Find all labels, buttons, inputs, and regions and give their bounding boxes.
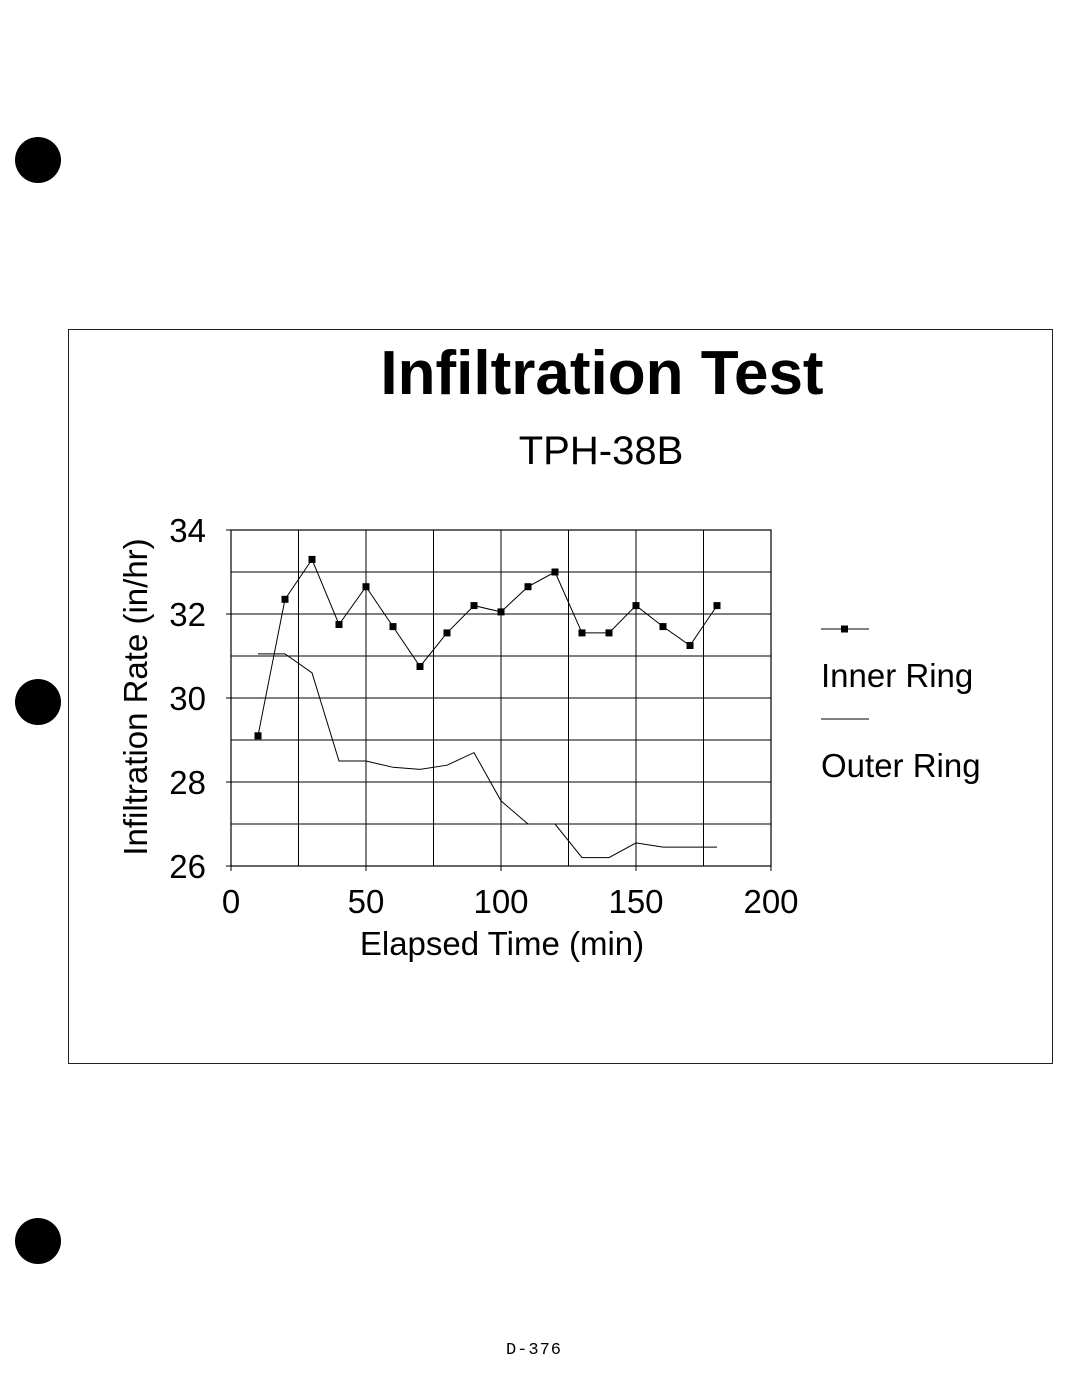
chart-title: Infiltration Test	[380, 339, 823, 408]
binder-hole-bottom	[15, 1218, 61, 1264]
series	[254, 555, 721, 859]
x-axis-label: Elapsed Time (min)	[360, 925, 644, 962]
x-tick-label: 150	[608, 883, 663, 920]
legend-inner-ring-label: Inner Ring	[821, 657, 973, 694]
data-point-inner-ring	[497, 608, 505, 616]
data-point-inner-ring	[281, 595, 289, 603]
x-tick-label: 100	[473, 883, 528, 920]
data-point-inner-ring	[551, 568, 559, 576]
series-line-inner-ring	[257, 558, 718, 736]
data-point-inner-ring	[524, 583, 532, 591]
legend: Inner Ring Outer Ring	[821, 625, 981, 784]
data-point-inner-ring	[659, 623, 667, 631]
data-point-inner-ring	[713, 602, 721, 610]
y-tick-label: 26	[169, 848, 206, 885]
data-point-inner-ring	[416, 663, 424, 670]
legend-outer-ring-label: Outer Ring	[821, 747, 981, 784]
legend-inner-ring-marker	[841, 625, 848, 633]
chart-svg: Infiltration Test TPH-38B 0 50 100 150 200 26…	[117, 339, 981, 962]
data-point-inner-ring	[470, 602, 478, 610]
data-point-inner-ring	[389, 623, 397, 631]
axes: 0 50 100 150 200 26 28 30 32 34	[169, 512, 798, 920]
y-tick-label: 34	[169, 512, 206, 549]
data-point-inner-ring	[578, 629, 586, 637]
series-line-outer-ring	[258, 653, 717, 859]
y-axis-label: Infiltration Rate (in/hr)	[117, 538, 154, 855]
x-tick-label: 0	[222, 883, 240, 920]
data-point-inner-ring	[308, 555, 316, 563]
data-point-inner-ring	[335, 621, 343, 628]
data-point-inner-ring	[605, 629, 613, 637]
data-point-inner-ring	[362, 583, 370, 591]
y-tick-label: 28	[169, 764, 206, 801]
data-point-inner-ring	[443, 629, 451, 637]
y-tick-label: 32	[169, 596, 206, 633]
chart-frame: Infiltration Test TPH-38B 0 50 100 150 200 26…	[68, 329, 1053, 1064]
chart-subtitle: TPH-38B	[519, 429, 684, 473]
binder-hole-top	[15, 137, 61, 183]
y-tick-label: 30	[169, 680, 206, 717]
data-point-inner-ring	[254, 732, 262, 740]
data-point-inner-ring	[686, 642, 694, 649]
page-number: D-376	[505, 1341, 562, 1360]
x-tick-label: 50	[348, 883, 385, 920]
binder-hole-middle	[15, 679, 61, 725]
data-point-inner-ring	[632, 602, 640, 610]
x-tick-label: 200	[743, 883, 798, 920]
grid	[231, 530, 771, 866]
